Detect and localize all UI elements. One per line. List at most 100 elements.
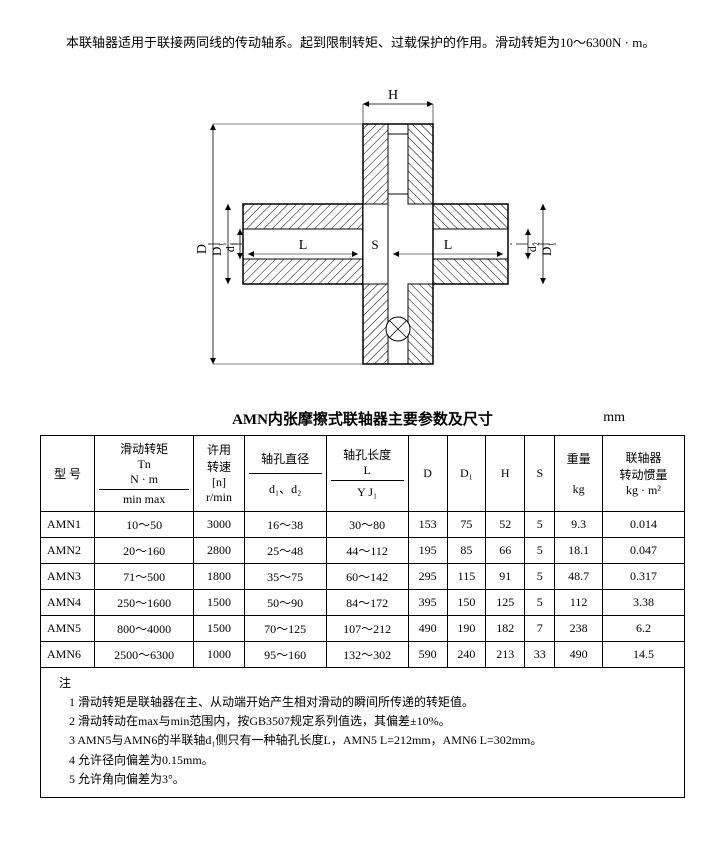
cell-S: 5 <box>525 537 555 563</box>
note-item: 2 滑动转动在max与min范围内，按GB3507规定系列值选，其偏差±10%。 <box>69 712 674 731</box>
cell-tn: 800～4000 <box>95 615 194 641</box>
table-unit: mm <box>603 410 625 426</box>
note-item: 5 允许角向偏差为3°。 <box>69 770 674 789</box>
dim-label-L-right: L <box>443 238 452 253</box>
cell-S: 5 <box>525 563 555 589</box>
note-item: 3 AMN5与AMN6的半联轴d₁侧只有一种轴孔长度L，AMN5 L=212mm… <box>69 731 674 750</box>
table-row: AMN110～50300016～3830～80153755259.30.014 <box>41 511 685 537</box>
table-row: AMN371～500180035～7560～14229511591548.70.… <box>41 563 685 589</box>
cell-wt: 490 <box>555 641 603 667</box>
cell-model: AMN5 <box>41 615 95 641</box>
hdr-model: 型 号 <box>41 435 95 511</box>
table-row: AMN5800～4000150070～125107～21249019018272… <box>41 615 685 641</box>
dim-label-L-left: L <box>298 238 307 253</box>
cell-inertia: 3.38 <box>602 589 684 615</box>
cell-D1: 115 <box>447 563 486 589</box>
cell-S: 33 <box>525 641 555 667</box>
cell-D1: 75 <box>447 511 486 537</box>
table-row: AMN220～160280025～4844～1121958566518.10.0… <box>41 537 685 563</box>
cell-D1: 85 <box>447 537 486 563</box>
cell-H: 213 <box>486 641 525 667</box>
hdr-H: H <box>486 435 525 511</box>
dim-label-S: S <box>371 237 378 252</box>
hdr-bore: 轴孔直径 d₁、d₂ <box>244 435 326 511</box>
cell-len: 60～142 <box>326 563 408 589</box>
cell-S: 5 <box>525 511 555 537</box>
dim-label-d2: d₂ <box>525 242 539 252</box>
cell-len: 84～172 <box>326 589 408 615</box>
intro-text: 本联轴器适用于联接两同线的传动轴系。起到限制转矩、过载保护的作用。滑动转矩为10… <box>40 33 685 54</box>
cell-D: 490 <box>408 615 447 641</box>
cell-bore: 35～75 <box>244 563 326 589</box>
cell-n: 1000 <box>194 641 244 667</box>
cell-H: 125 <box>486 589 525 615</box>
cell-inertia: 14.5 <box>602 641 684 667</box>
cell-S: 7 <box>525 615 555 641</box>
cell-n: 2800 <box>194 537 244 563</box>
dim-label-H: H <box>387 88 397 103</box>
hdr-n: 许用 转速 [n] r/min <box>194 435 244 511</box>
params-table: 型 号 滑动转矩 Tn N · m min max 许用 转速 [n] r/mi… <box>40 435 685 668</box>
cell-D: 295 <box>408 563 447 589</box>
hdr-D1: D₁ <box>447 435 486 511</box>
hdr-S: S <box>525 435 555 511</box>
cell-model: AMN4 <box>41 589 95 615</box>
cell-D1: 150 <box>447 589 486 615</box>
cell-wt: 238 <box>555 615 603 641</box>
note-item: 1 滑动转矩是联轴器在主、从动端开始产生相对滑动的瞬间所传递的转矩值。 <box>69 693 674 712</box>
cell-tn: 2500～6300 <box>95 641 194 667</box>
dim-label-D1-left: D₁ <box>209 242 224 256</box>
cell-bore: 16～38 <box>244 511 326 537</box>
cell-inertia: 0.047 <box>602 537 684 563</box>
cell-D: 590 <box>408 641 447 667</box>
hdr-len: 轴孔长度 L Y J₁ <box>326 435 408 511</box>
cell-D: 195 <box>408 537 447 563</box>
cell-bore: 70～125 <box>244 615 326 641</box>
note-item: 4 允许径向偏差为0.15mm。 <box>69 751 674 770</box>
cell-wt: 112 <box>555 589 603 615</box>
cell-len: 44～112 <box>326 537 408 563</box>
cell-n: 1500 <box>194 589 244 615</box>
cell-wt: 48.7 <box>555 563 603 589</box>
cell-tn: 10～50 <box>95 511 194 537</box>
hdr-D: D <box>408 435 447 511</box>
table-row: AMN62500～6300100095～160132～3025902402133… <box>41 641 685 667</box>
cell-inertia: 0.317 <box>602 563 684 589</box>
cell-tn: 250～1600 <box>95 589 194 615</box>
cell-tn: 71～500 <box>95 563 194 589</box>
cell-len: 132～302 <box>326 641 408 667</box>
cell-n: 1500 <box>194 615 244 641</box>
cell-D1: 240 <box>447 641 486 667</box>
cell-H: 182 <box>486 615 525 641</box>
cell-H: 52 <box>486 511 525 537</box>
cell-model: AMN3 <box>41 563 95 589</box>
hdr-inertia: 联轴器 转动惯量 kg · m² <box>602 435 684 511</box>
dim-label-D1-right: D₁ <box>539 242 554 256</box>
cell-n: 1800 <box>194 563 244 589</box>
table-title: AMN内张摩擦式联轴器主要参数及尺寸 <box>232 412 493 428</box>
cell-D: 395 <box>408 589 447 615</box>
cell-S: 5 <box>525 589 555 615</box>
cell-wt: 18.1 <box>555 537 603 563</box>
cell-inertia: 6.2 <box>602 615 684 641</box>
cell-model: AMN6 <box>41 641 95 667</box>
dim-label-d1: d₁ <box>223 242 237 252</box>
notes-block: 注 1 滑动转矩是联轴器在主、从动端开始产生相对滑动的瞬间所传递的转矩值。2 滑… <box>40 668 685 798</box>
cell-H: 66 <box>486 537 525 563</box>
cell-inertia: 0.014 <box>602 511 684 537</box>
engineering-diagram: H D D₁ d₁ D₁ d₂ L S L <box>40 64 685 388</box>
cell-tn: 20～160 <box>95 537 194 563</box>
cell-model: AMN1 <box>41 511 95 537</box>
hdr-tn: 滑动转矩 Tn N · m min max <box>95 435 194 511</box>
dim-label-D: D <box>195 244 210 254</box>
cell-bore: 50～90 <box>244 589 326 615</box>
cell-model: AMN2 <box>41 537 95 563</box>
cell-bore: 95～160 <box>244 641 326 667</box>
cell-D1: 190 <box>447 615 486 641</box>
table-row: AMN4250～1600150050～9084～1723951501255112… <box>41 589 685 615</box>
hdr-wt: 重量 kg <box>555 435 603 511</box>
cell-H: 91 <box>486 563 525 589</box>
cell-len: 107～212 <box>326 615 408 641</box>
notes-header: 注 <box>59 674 674 693</box>
cell-n: 3000 <box>194 511 244 537</box>
